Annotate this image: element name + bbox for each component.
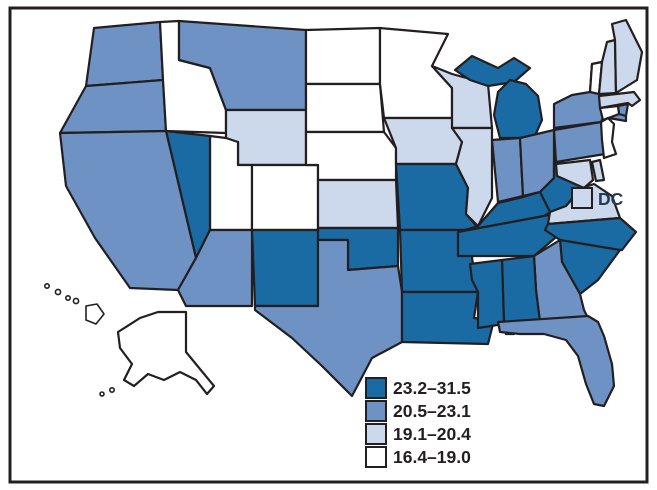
- state-michigan: [453, 54, 544, 140]
- hawaii-island: [72, 297, 80, 305]
- hawaii-island: [43, 282, 50, 289]
- alaska-aleutian-island: [109, 386, 116, 393]
- state-new-mexico: [250, 228, 320, 308]
- state-new-hampshire: [597, 38, 618, 96]
- figure-border: [8, 6, 649, 484]
- hawaii-island: [65, 294, 72, 301]
- legend-swatch-4: [365, 446, 387, 468]
- state-hawaii: [43, 282, 105, 325]
- legend-swatch-3: [365, 423, 387, 445]
- state-oregon: [58, 78, 168, 135]
- dc-callout: DC: [571, 187, 624, 209]
- state-colorado: [250, 163, 320, 232]
- dc-label: DC: [598, 189, 624, 209]
- legend-label-1: 23.2–31.5: [393, 378, 471, 398]
- state-alaska: [99, 310, 216, 397]
- state-new-jersey: [599, 116, 618, 160]
- hawaii-island: [54, 288, 62, 296]
- map-legend: 23.2–31.5 20.5–23.1 19.1–20.4 16.4–19.0: [365, 377, 471, 468]
- state-north-dakota: [304, 26, 382, 86]
- state-south-dakota: [304, 82, 386, 134]
- state-texas: [253, 238, 404, 398]
- legend-swatch-1: [365, 377, 387, 399]
- alaska-aleutian-island: [99, 391, 105, 397]
- state-connecticut: [598, 104, 621, 122]
- state-indiana: [490, 136, 525, 204]
- michigan-lower-peninsula: [492, 78, 544, 140]
- state-maine: [610, 18, 644, 95]
- hawaii-big-island: [85, 303, 105, 325]
- michigan-upper-peninsula: [453, 54, 532, 88]
- state-california: [58, 129, 198, 292]
- state-florida: [496, 314, 616, 408]
- legend-label-3: 19.1–20.4: [393, 424, 471, 444]
- state-mississippi: [468, 258, 506, 330]
- state-nebraska: [304, 130, 398, 182]
- state-delaware: [590, 158, 606, 183]
- legend-label-4: 16.4–19.0: [393, 447, 471, 467]
- dc-swatch: [571, 187, 593, 209]
- legend-swatch-2: [365, 400, 387, 422]
- state-washington: [84, 20, 165, 88]
- state-iowa: [382, 116, 464, 166]
- state-kansas: [316, 178, 400, 230]
- legend-label-2: 20.5–23.1: [393, 401, 471, 421]
- alaska-mainland: [116, 310, 216, 396]
